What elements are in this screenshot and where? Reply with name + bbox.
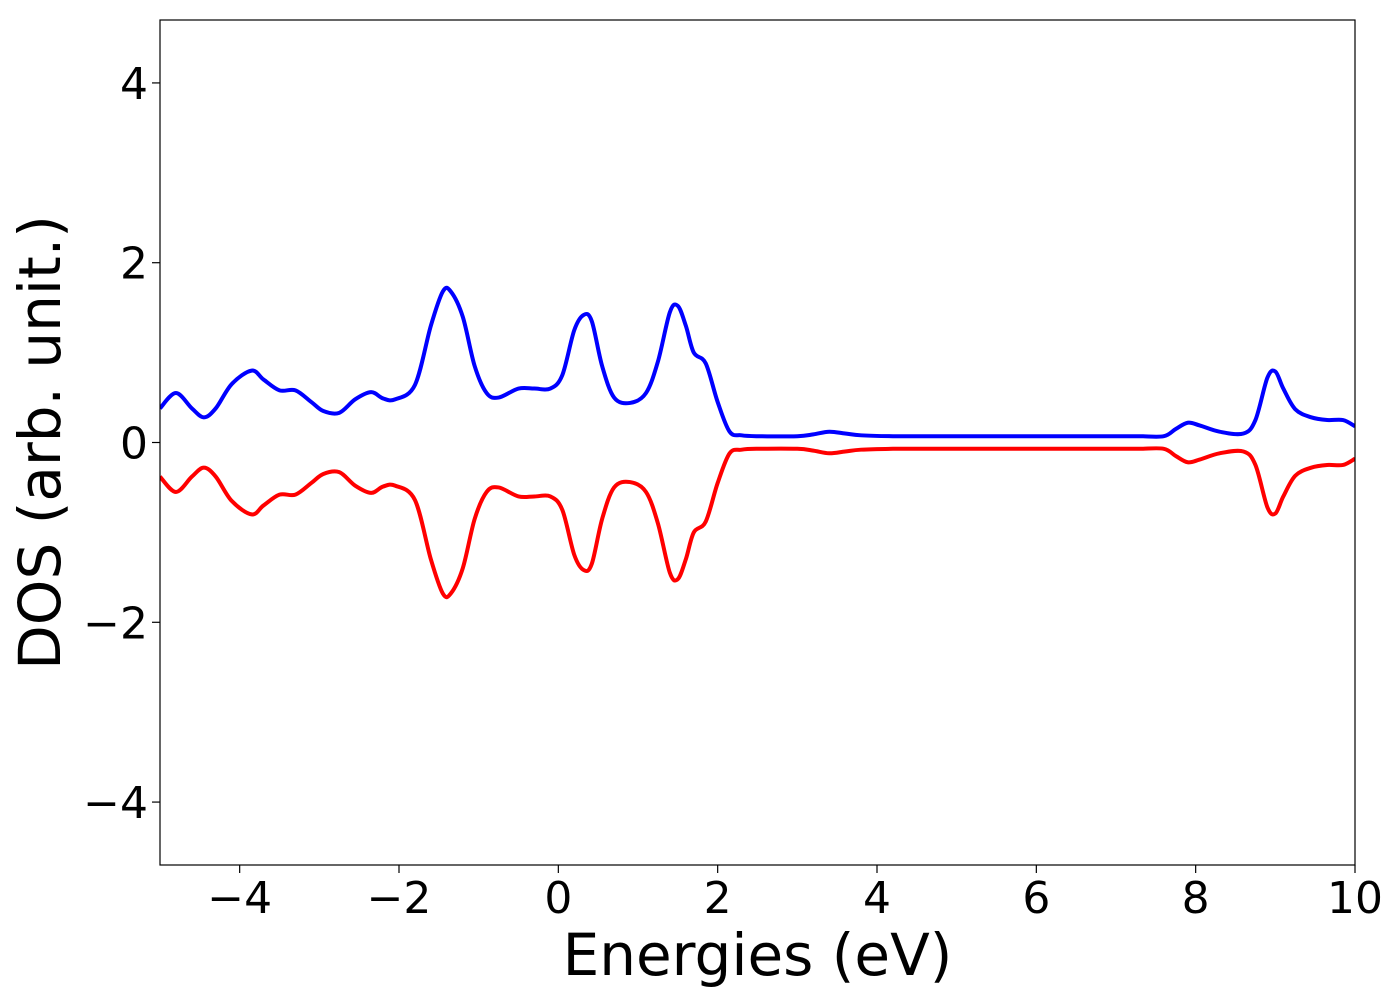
x-tick-label: −2 — [367, 873, 432, 924]
x-tick-label: 10 — [1327, 873, 1383, 924]
y-tick-label: 0 — [120, 419, 148, 470]
x-axis: −4 −2 0 2 4 6 8 10 — [207, 865, 1383, 924]
y-tick-label: −4 — [83, 778, 148, 829]
x-tick-label: 0 — [544, 873, 572, 924]
series-line-up — [160, 285, 1355, 439]
x-tick-label: −4 — [207, 873, 272, 924]
x-tick-label: 8 — [1182, 873, 1210, 924]
y-tick-label: −2 — [83, 598, 148, 649]
y-tick-label: 2 — [120, 239, 148, 290]
y-tick-label: 4 — [120, 59, 148, 110]
x-tick-label: 6 — [1022, 873, 1050, 924]
x-tick-label: 2 — [704, 873, 732, 924]
plot-area — [160, 285, 1355, 600]
y-axis-title: DOS (arb. unit.) — [6, 215, 74, 670]
series-line-down — [160, 446, 1355, 600]
x-tick-label: 4 — [863, 873, 891, 924]
y-axis: −4 −2 0 2 4 — [83, 59, 160, 829]
x-axis-title: Energies (eV) — [563, 921, 953, 989]
